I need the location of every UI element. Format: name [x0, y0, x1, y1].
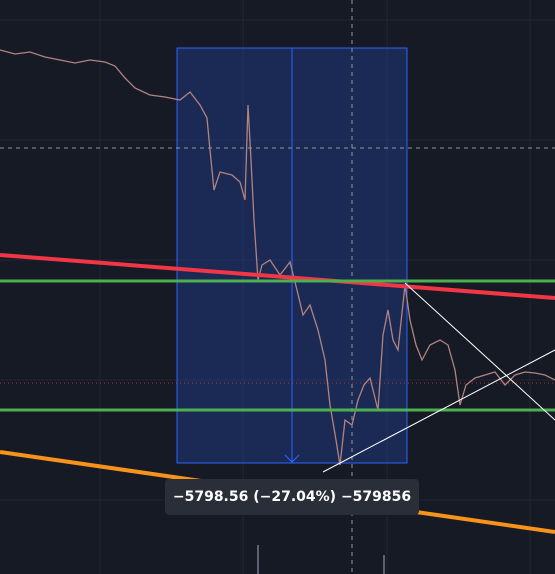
- triangle-line[interactable]: [322, 349, 555, 473]
- triangle-line[interactable]: [404, 282, 555, 421]
- price-series: [0, 49, 555, 466]
- measure-label: −5798.56 (−27.04%) −579856: [173, 489, 411, 505]
- arrow-head: [284, 454, 300, 463]
- measure-label-box: [165, 479, 419, 515]
- trend-line[interactable]: [0, 253, 555, 300]
